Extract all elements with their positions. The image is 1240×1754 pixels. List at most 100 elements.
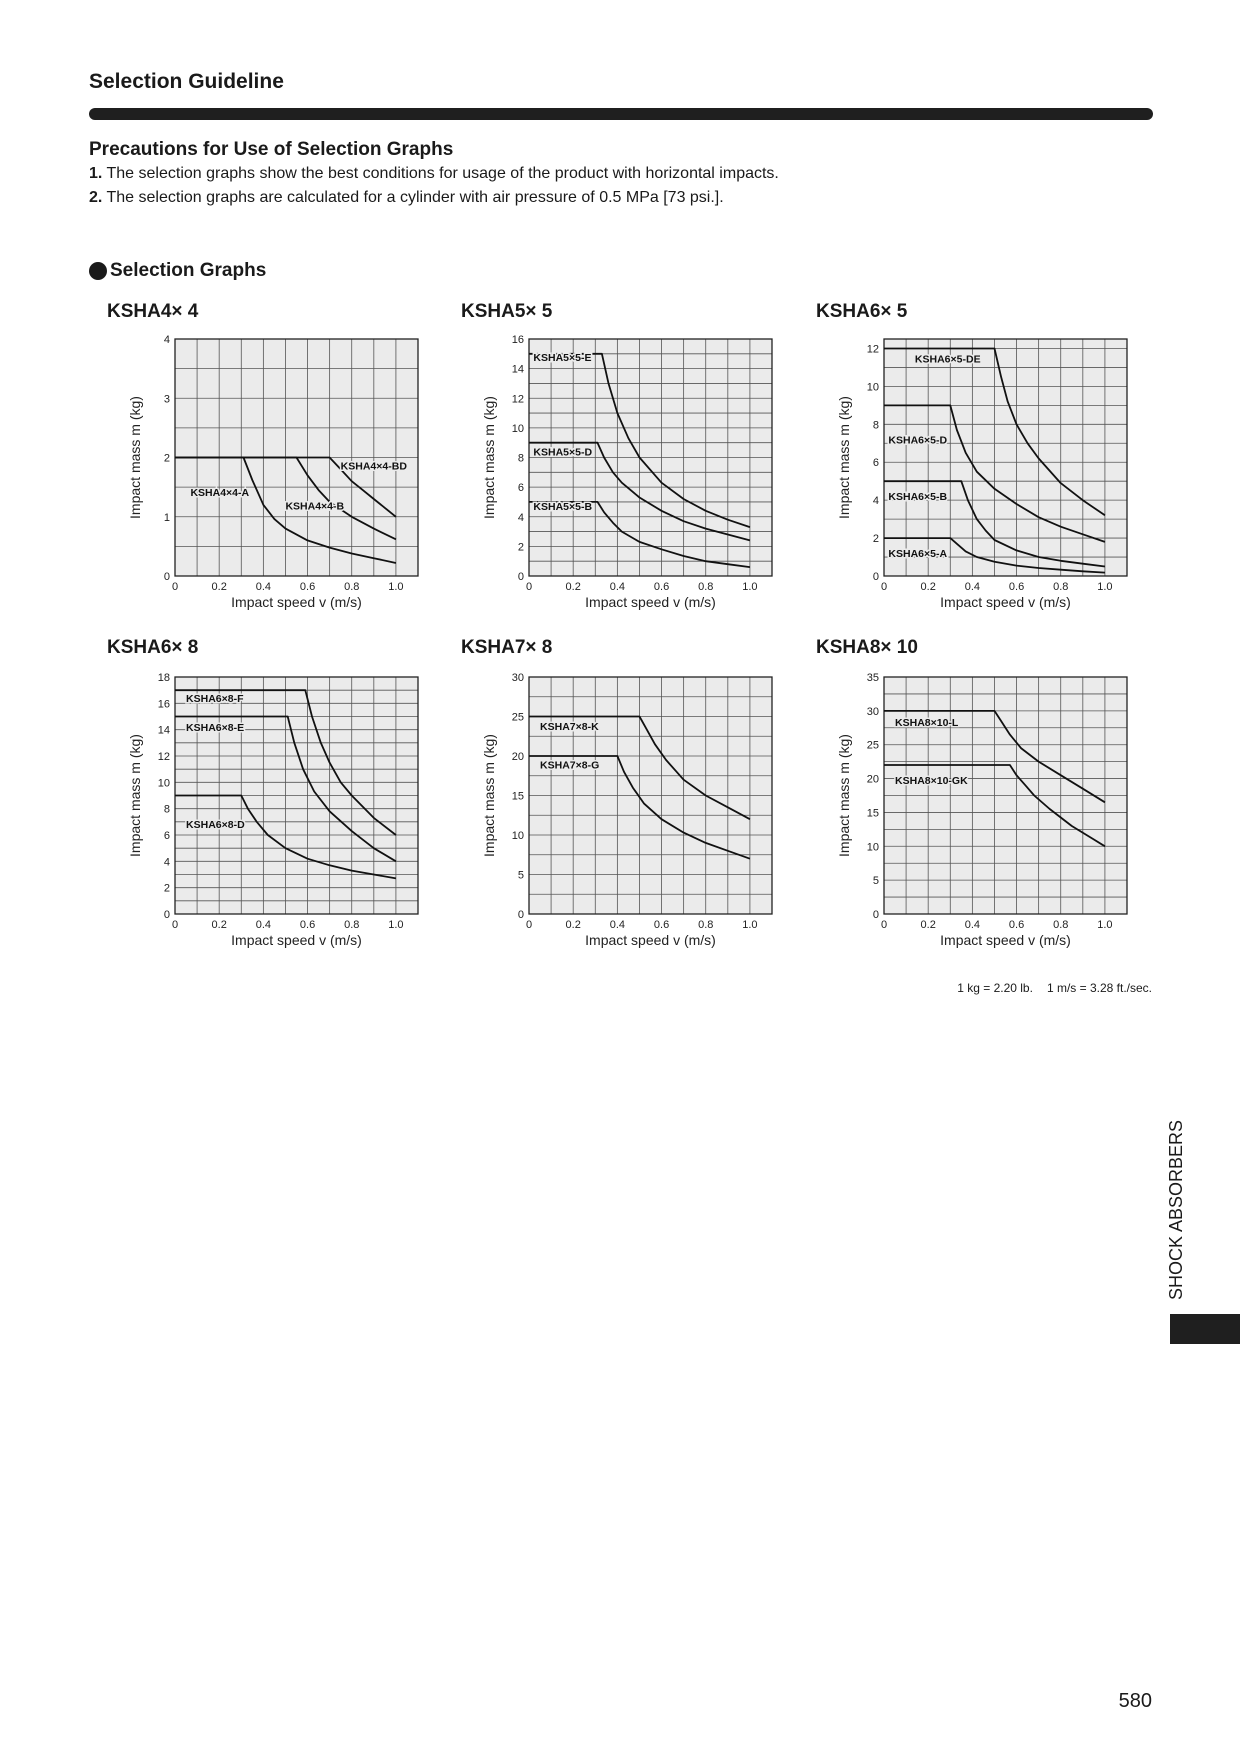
y-tick-label: 4 [873,495,879,507]
conversion-ms: 1 m/s = 3.28 ft./sec. [1046,981,1152,995]
series-line [175,456,397,564]
precaution-number: 2. [89,189,103,206]
x-tick-label: 0.8 [344,919,359,931]
series-label: KSHA7×8-G [540,760,599,772]
x-tick-label: 0.8 [698,919,713,931]
x-tick-label: 0.2 [921,581,936,593]
series-line [175,456,397,518]
x-tick-label: 0.2 [921,919,936,931]
series-label: KSHA6×5-D [888,434,947,446]
x-tick-label: 1.0 [388,581,403,593]
y-tick-label: 25 [867,740,879,752]
series-line [529,352,751,528]
y-tick-label: 1 [164,512,170,524]
y-tick-label: 0 [873,571,879,583]
chart-ksha6x8: 0 0.2 0.4 0.6 0.8 1.0 0 2 4 6 8 10 12 14 16 18 Impact sp… [127,672,419,948]
y-tick-label: 12 [867,343,879,355]
chart-title: KSHA7× 8 [461,637,553,658]
y-tick-label: 2 [518,541,524,553]
x-tick-label: 0.8 [1053,919,1068,931]
x-tick-label: 0.6 [1009,581,1024,593]
y-tick-label: 20 [512,751,524,763]
y-tick-label: 12 [158,751,170,763]
series-line [884,347,1106,517]
series-line [884,480,1106,568]
series-label: KSHA8×10-L [895,717,959,729]
series-line [175,715,397,863]
y-tick-label: 6 [518,482,524,494]
y-tick-label: 25 [512,712,524,724]
page-heading: Selection Guideline [89,70,284,93]
series-label: KSHA5×5-B [533,501,592,513]
side-section-label: SHOCK ABSORBERS [1166,1119,1186,1300]
x-tick-label: 0 [172,919,178,931]
y-tick-label: 4 [164,334,170,346]
series-label: KSHA6×5-B [888,491,947,503]
y-tick-label: 10 [867,841,879,853]
y-tick-label: 16 [158,698,170,710]
plot-frame [528,338,773,577]
x-tick-label: 1.0 [1097,919,1112,931]
series-label: KSHA5×5-D [533,446,592,458]
x-tick-label: 0.4 [610,581,625,593]
section-title-text: Selection Graphs [110,260,267,281]
x-tick-label: 0.4 [965,919,980,931]
series-line [884,537,1105,574]
x-tick-label: 1.0 [742,581,757,593]
x-tick-label: 0.2 [212,919,227,931]
series-line [529,500,751,568]
series-line [529,441,751,542]
x-tick-label: 0.2 [566,919,581,931]
x-axis-label: Impact speed v (m/s) [585,594,716,610]
y-tick-label: 20 [867,774,879,786]
x-tick-label: 0.8 [344,581,359,593]
series-label: KSHA6×5-DE [915,354,981,366]
y-tick-label: 8 [164,804,170,816]
precaution-number: 1. [89,165,103,182]
y-tick-label: 30 [512,672,524,684]
series-line [884,710,1106,804]
y-tick-label: 10 [867,381,879,393]
y-tick-label: 0 [518,909,524,921]
y-tick-label: 6 [164,830,170,842]
y-tick-label: 8 [518,453,524,465]
heading-bar [89,108,1153,120]
precautions-title: Precautions for Use of Selection Graphs [89,139,454,160]
x-tick-label: 0.4 [965,581,980,593]
x-tick-label: 0.4 [256,581,271,593]
y-tick-label: 5 [873,875,879,887]
x-tick-label: 0.8 [1053,581,1068,593]
precaution-item-2: 2. The selection graphs are calculated f… [89,189,724,207]
y-tick-label: 5 [518,870,524,882]
x-tick-label: 0.6 [654,919,669,931]
side-tab-marker [1170,1314,1240,1344]
chart-title: KSHA6× 8 [107,637,199,658]
series-line [175,689,397,836]
y-tick-label: 10 [158,777,170,789]
y-tick-label: 4 [164,856,170,868]
y-tick-label: 12 [512,393,524,405]
x-tick-label: 0.6 [300,581,315,593]
y-tick-label: 15 [867,807,879,819]
plot-frame [528,676,773,915]
series-label: KSHA6×8-F [186,693,244,705]
series-line [884,404,1106,543]
precaution-text: The selection graphs are calculated for … [102,189,724,206]
plot-background [884,339,1127,576]
y-axis-label: Impact mass m (kg) [127,396,143,519]
chart-title: KSHA5× 5 [461,301,553,322]
series-label: KSHA6×5-A [888,548,947,560]
x-tick-label: 0 [881,581,887,593]
conversion-note: 1 kg = 2.20 lb. 1 m/s = 3.28 ft./sec. [957,981,1152,995]
x-axis-label: Impact speed v (m/s) [940,932,1071,948]
series-label: KSHA6×8-E [186,722,244,734]
series-label: KSHA6×8-D [186,819,245,831]
chart-ksha8x10: 0 0.2 0.4 0.6 0.8 1.0 0 5 10 15 20 25 30 35 Impact spe… [836,672,1128,948]
x-axis-label: Impact speed v (m/s) [585,932,716,948]
y-tick-label: 16 [512,334,524,346]
y-tick-label: 2 [164,453,170,465]
y-tick-label: 3 [164,393,170,405]
x-tick-label: 0.6 [1009,919,1024,931]
plot-frame [883,338,1128,577]
x-tick-label: 1.0 [742,919,757,931]
